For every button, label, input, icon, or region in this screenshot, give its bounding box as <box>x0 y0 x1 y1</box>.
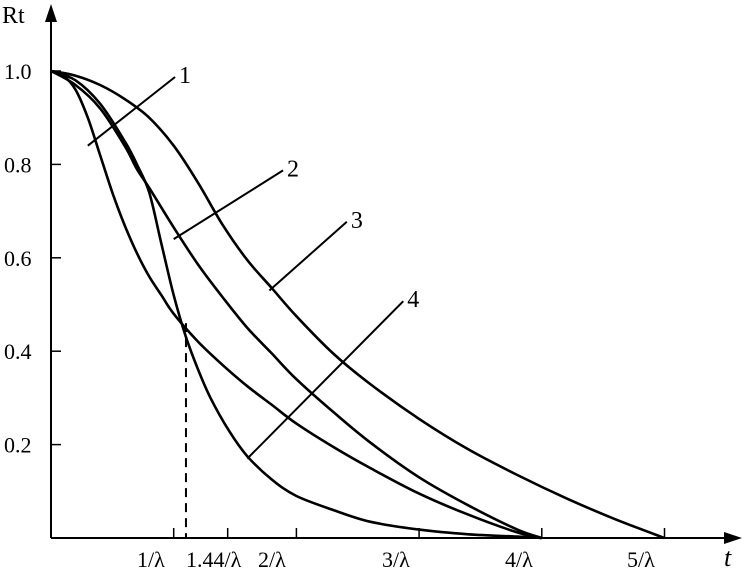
x-ticks: 1/λ 1.44/λ 2/λ 3/λ 4/λ 5/λ <box>137 323 666 571</box>
x-axis-label: t <box>724 543 732 571</box>
leader-line-4 <box>246 300 404 460</box>
x-tick-label: 3/λ <box>382 547 410 571</box>
curve-label-2: 2 <box>287 156 299 182</box>
leader-line-2 <box>173 169 284 240</box>
curves <box>50 69 665 540</box>
curve-label-1: 1 <box>179 63 191 89</box>
y-axis-arrow <box>45 4 57 22</box>
x-tick-label: 1/λ <box>137 547 165 571</box>
y-tick-label: 0.6 <box>4 246 32 271</box>
x-axis-arrow <box>724 532 742 544</box>
x-tick-label: 5/λ <box>627 547 655 571</box>
curve-2 <box>50 69 543 540</box>
curve-3 <box>50 69 665 540</box>
curve-label-3: 3 <box>351 208 363 234</box>
x-tick-label: 2/λ <box>258 547 286 571</box>
leader-line-3 <box>268 221 348 292</box>
x-tick-label: 1.44/λ <box>186 547 242 571</box>
y-tick-label: 1.0 <box>4 59 32 84</box>
y-tick-label: 0.2 <box>4 433 32 458</box>
curve-label-4: 4 <box>407 287 419 313</box>
y-axis-label: Rt <box>2 3 25 29</box>
leader-line-1 <box>87 76 176 147</box>
axes: Rt t <box>2 3 742 571</box>
x-tick-label: 4/λ <box>505 547 533 571</box>
y-tick-label: 0.8 <box>4 152 32 177</box>
curve-4 <box>50 69 542 540</box>
curve-labels: 1 2 3 4 <box>87 63 419 460</box>
y-tick-label: 0.4 <box>4 339 32 364</box>
y-ticks: 0.2 0.4 0.6 0.8 1.0 <box>4 59 61 458</box>
curve-1 <box>50 69 543 540</box>
